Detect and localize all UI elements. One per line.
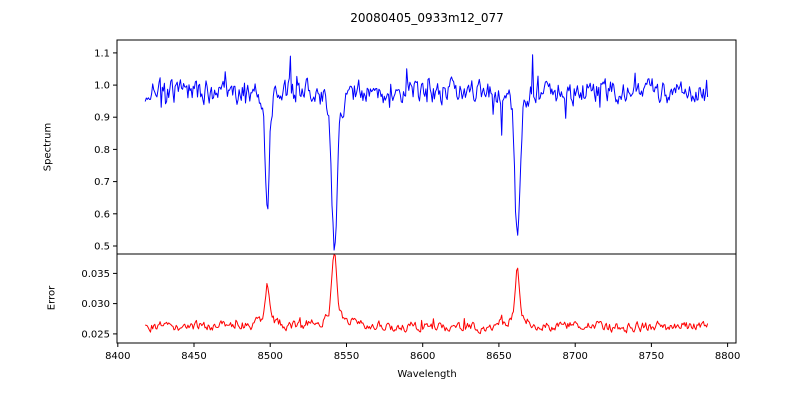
figure-title: 20080405_0933m12_077 (350, 11, 504, 25)
spectrum-ytick-label: 0.5 (94, 242, 110, 253)
xtick-label: 8750 (639, 351, 664, 362)
spectrum-ytick-label: 1.0 (94, 81, 110, 92)
x-axis-label: Wavelength (397, 369, 457, 380)
xtick-label: 8550 (334, 351, 359, 362)
xtick-label: 8700 (562, 351, 587, 362)
xtick-label: 8450 (181, 351, 206, 362)
spectrum-ytick-label: 0.8 (94, 145, 110, 156)
error-ytick-label: 0.030 (81, 299, 110, 310)
spectrum-ytick-label: 0.7 (94, 177, 110, 188)
xtick-label: 8500 (257, 351, 282, 362)
error-line (145, 254, 709, 335)
spectrum-ytick-label: 0.6 (94, 209, 110, 220)
xtick-label: 8600 (410, 351, 435, 362)
spectrum-ytick-label: 0.9 (94, 113, 110, 124)
spectrum-panel-frame (116, 39, 737, 255)
spectrum-line (144, 54, 709, 251)
xtick-label: 8400 (105, 351, 130, 362)
xtick-label: 8650 (486, 351, 511, 362)
xtick-label: 8800 (715, 351, 740, 362)
error-ytick-label: 0.025 (81, 329, 110, 340)
error-panel-frame (116, 253, 737, 344)
error-ytick-label: 0.035 (81, 269, 110, 280)
spectrum-ytick-label: 1.1 (94, 48, 110, 59)
